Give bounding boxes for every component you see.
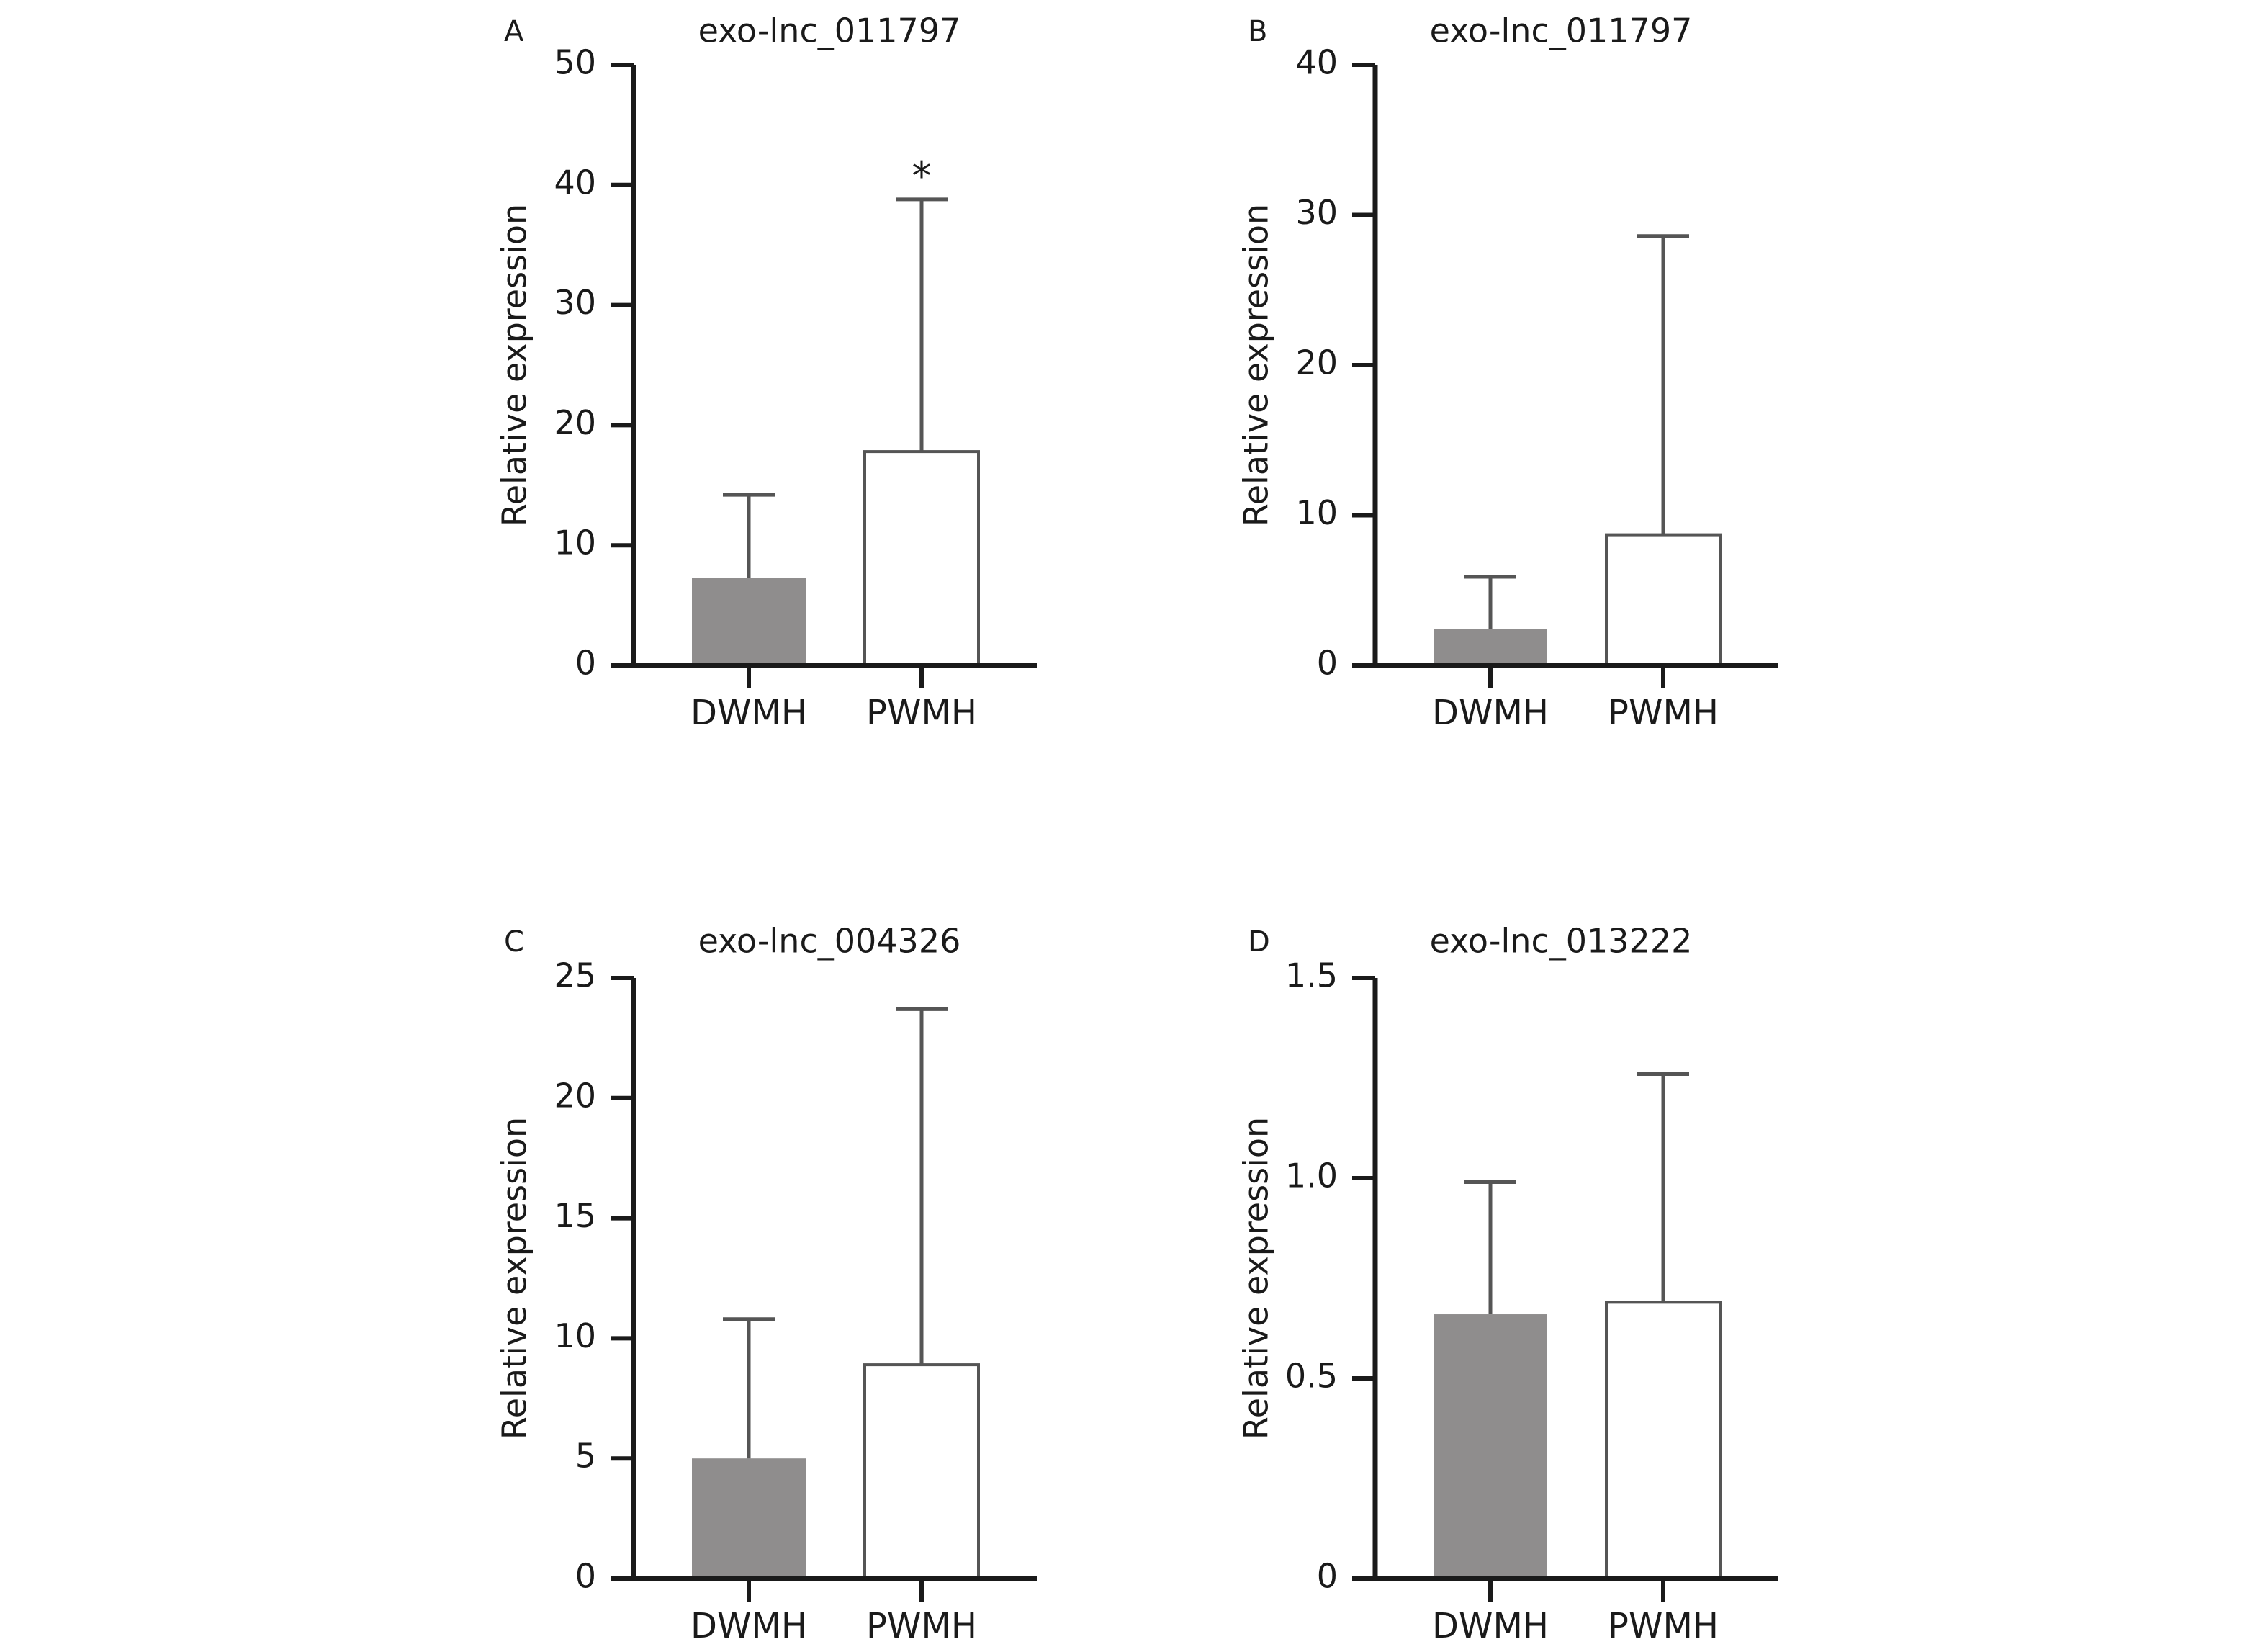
bar-dwmh <box>1434 629 1547 665</box>
panel-title: exo-lnc_011797 <box>698 12 961 50</box>
panel-title: exo-lnc_011797 <box>1430 12 1693 50</box>
x-tick-label: DWMH <box>690 1606 807 1646</box>
bar-pwmh <box>863 1363 980 1580</box>
y-tick-label: 40 <box>1295 43 1338 82</box>
y-tick-label: 25 <box>554 956 596 995</box>
y-tick-label: 5 <box>575 1437 596 1476</box>
y-tick-label: 1.0 <box>1285 1157 1338 1195</box>
x-tick-label: PWMH <box>1608 1606 1719 1646</box>
y-tick-label: 0 <box>1317 644 1338 683</box>
y-tick-label: 10 <box>554 1316 596 1355</box>
y-tick-label: 10 <box>1295 493 1338 532</box>
y-axis-label: Relative expression <box>1237 204 1276 526</box>
x-tick-label: DWMH <box>690 693 807 733</box>
y-tick-label: 20 <box>554 1076 596 1115</box>
y-tick-label: 20 <box>1295 344 1338 382</box>
y-tick-label: 10 <box>554 524 596 562</box>
x-tick-label: DWMH <box>1432 1606 1549 1646</box>
bar-dwmh <box>692 578 806 665</box>
panel-title: exo-lnc_013222 <box>1430 922 1693 961</box>
panel-letter: C <box>504 925 524 959</box>
x-tick-label: PWMH <box>866 1606 977 1646</box>
significance-mark: * <box>912 153 932 199</box>
y-tick-label: 40 <box>554 163 596 202</box>
panel-letter: A <box>504 15 524 48</box>
panel-letter: D <box>1248 925 1270 959</box>
y-axis-label: Relative expression <box>495 1117 534 1440</box>
y-tick-label: 15 <box>554 1196 596 1235</box>
panel-title: exo-lnc_004326 <box>698 922 961 961</box>
x-tick-label: PWMH <box>866 693 977 733</box>
y-axis-label: Relative expression <box>1237 1117 1276 1440</box>
y-tick-label: 50 <box>554 43 596 82</box>
x-tick-label: PWMH <box>1608 693 1719 733</box>
y-tick-label: 30 <box>1295 193 1338 232</box>
x-tick-label: DWMH <box>1432 693 1549 733</box>
bar-pwmh <box>1605 1301 1722 1580</box>
y-tick-label: 1.5 <box>1285 956 1338 995</box>
y-tick-label: 0 <box>1317 1557 1338 1596</box>
bar-pwmh <box>863 450 980 667</box>
y-axis-label: Relative expression <box>495 204 534 526</box>
bar-dwmh <box>1434 1314 1547 1579</box>
y-tick-label: 20 <box>554 403 596 442</box>
y-tick-label: 30 <box>554 283 596 322</box>
y-tick-label: 0.5 <box>1285 1357 1338 1396</box>
y-tick-label: 0 <box>575 644 596 683</box>
panel-letter: B <box>1248 15 1267 48</box>
bar-dwmh <box>692 1458 806 1579</box>
y-tick-label: 0 <box>575 1557 596 1596</box>
bar-pwmh <box>1605 533 1722 667</box>
